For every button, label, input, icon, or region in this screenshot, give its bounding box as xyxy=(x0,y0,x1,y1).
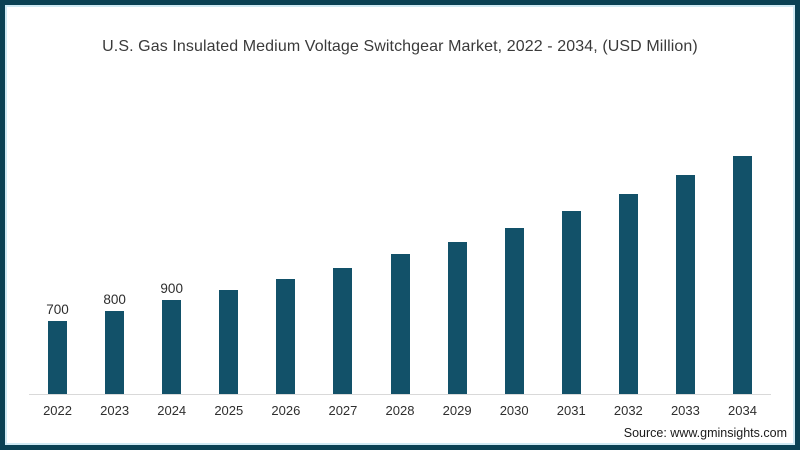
bar xyxy=(390,254,410,394)
bar-column: 700 xyxy=(29,301,86,394)
bar-column xyxy=(314,268,371,394)
bar xyxy=(162,300,182,394)
bar-column xyxy=(200,290,257,394)
x-tick-label: 2034 xyxy=(728,403,757,418)
bar xyxy=(219,290,239,394)
bar-data-label: 800 xyxy=(103,291,126,307)
bar-data-label: 700 xyxy=(46,301,69,317)
x-tick-label: 2024 xyxy=(157,403,187,418)
bar-column xyxy=(657,175,714,394)
x-tick-label: 2022 xyxy=(43,403,72,418)
bar xyxy=(105,311,125,394)
bar-column: 800 xyxy=(86,291,143,394)
bar xyxy=(276,279,296,394)
bar xyxy=(561,211,581,394)
chart-title: U.S. Gas Insulated Medium Voltage Switch… xyxy=(102,38,698,55)
bar xyxy=(675,175,695,394)
x-tick-label: 2028 xyxy=(385,403,415,418)
x-tick-label: 2029 xyxy=(442,403,472,418)
source-attribution: Source: www.gminsights.com xyxy=(623,426,787,440)
bar-column xyxy=(600,194,657,394)
plot-area: 700 800 900 xyxy=(29,144,771,395)
x-tick-label: 2025 xyxy=(214,403,244,418)
bar xyxy=(504,228,524,394)
bar-column: 900 xyxy=(143,280,200,394)
x-tick-label: 2032 xyxy=(613,403,643,418)
x-axis: 2022 2023 2024 2025 2026 2027 2028 2029 2030 2031… xyxy=(29,395,771,418)
x-tick-label: 2026 xyxy=(271,403,301,418)
x-tick-label: 2030 xyxy=(499,403,529,418)
bar xyxy=(732,156,752,394)
bar-column xyxy=(257,279,314,394)
x-tick-label: 2033 xyxy=(670,403,700,418)
x-tick-label: 2031 xyxy=(556,403,586,418)
bar-column xyxy=(371,254,428,394)
x-tick-label: 2027 xyxy=(328,403,358,418)
bar-chart: 700 800 900 2022 2023 2024 2025 2026 2027 2028 20… xyxy=(29,144,771,418)
bar-data-label: 900 xyxy=(160,280,183,296)
bar-column xyxy=(543,211,600,394)
bar xyxy=(48,321,68,394)
chart-canvas: U.S. Gas Insulated Medium Voltage Switch… xyxy=(7,7,793,443)
bar-column xyxy=(714,156,771,394)
bar-column xyxy=(429,242,486,394)
bar xyxy=(618,194,638,394)
x-tick-label: 2023 xyxy=(100,403,130,418)
bar xyxy=(447,242,467,394)
bar-column xyxy=(486,228,543,394)
bar xyxy=(333,268,353,394)
